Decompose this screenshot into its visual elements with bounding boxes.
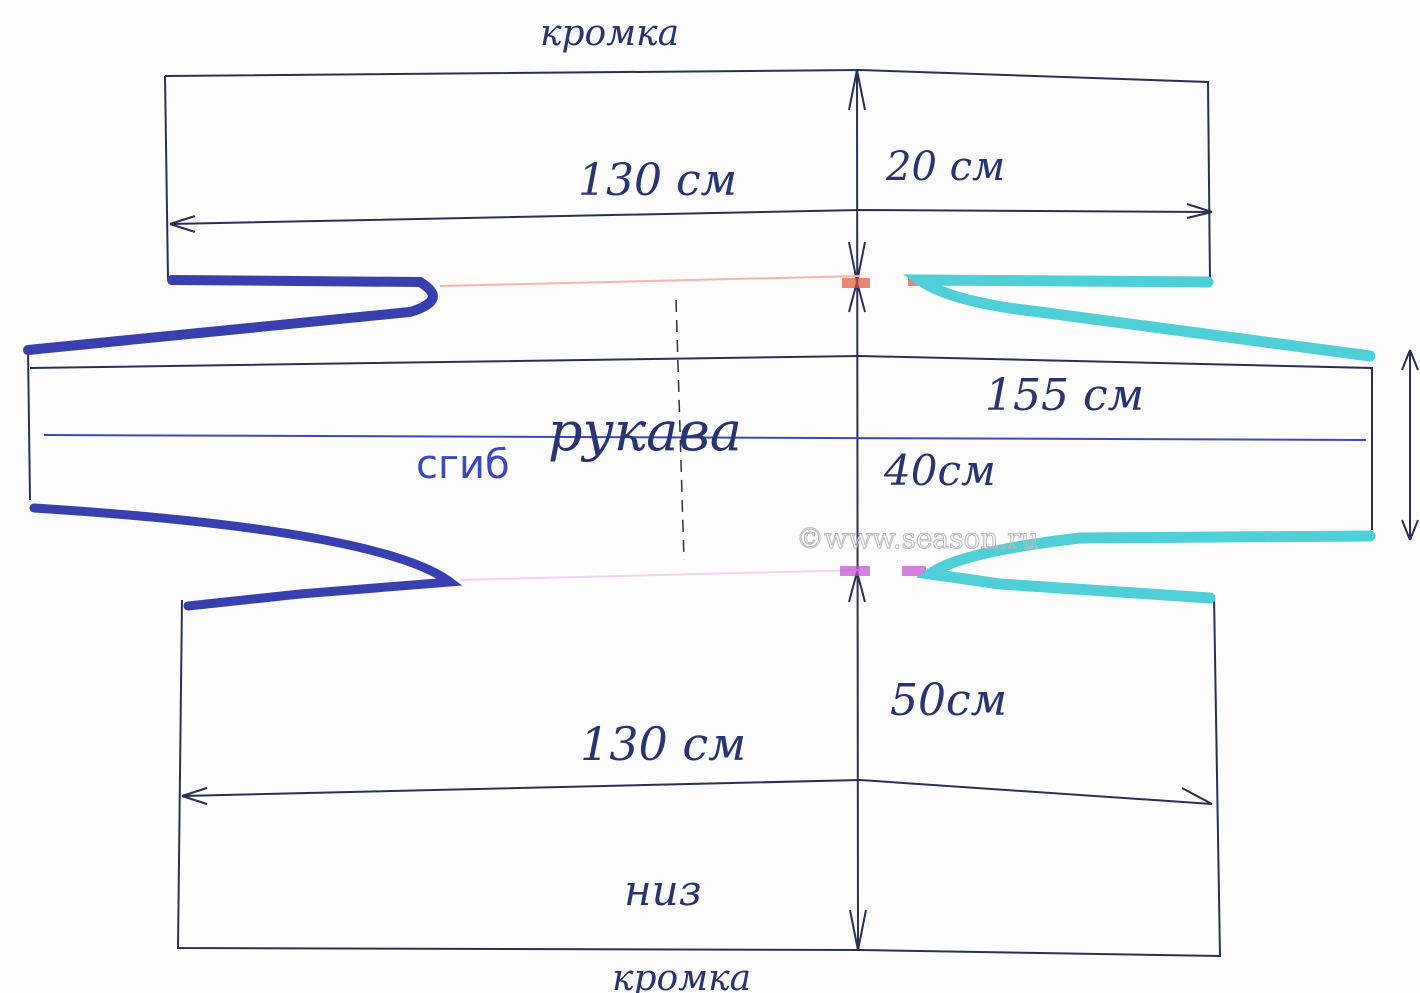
marker-magenta	[902, 566, 926, 576]
marker-red	[842, 278, 870, 288]
bottom-panel-outline	[176, 594, 1222, 958]
right-bottom-sleeve-curve	[915, 530, 1376, 604]
bottom-width-arrow	[181, 778, 1213, 805]
top-width-label: 130 см	[578, 155, 737, 206]
bottom-height-label: 50см	[890, 675, 1007, 726]
marker-magenta	[840, 566, 870, 576]
watermark: ©www.season.ru	[796, 522, 1039, 555]
sleeve-width-label: 155 см	[985, 370, 1144, 421]
top-panel-outline	[164, 68, 1211, 283]
fold-line	[43, 434, 1367, 441]
vertical-center-arrow	[848, 69, 867, 951]
fold-label: сгиб	[416, 442, 510, 488]
bottom-width-label: 130 см	[580, 717, 746, 771]
right-top-sleeve-curve	[903, 274, 1376, 362]
dashed-line	[675, 299, 685, 561]
bottom-label: низ	[624, 866, 702, 915]
left-bottom-sleeve-curve	[29, 503, 463, 611]
sleeve-height-arrow	[1401, 349, 1419, 541]
middle-height-label: 40см	[883, 446, 996, 495]
top-dart-line	[439, 275, 861, 287]
sleeves-label: рукава	[548, 400, 742, 463]
top-height-label: 20 см	[885, 144, 1005, 190]
top-edge-label: кромка	[540, 13, 679, 54]
sleeve-band-outline	[27, 349, 1373, 530]
top-width-arrow	[169, 203, 1213, 233]
left-top-sleeve-curve	[23, 275, 438, 355]
bottom-edge-label: кромка	[612, 958, 751, 993]
bottom-dart-line	[459, 569, 861, 581]
